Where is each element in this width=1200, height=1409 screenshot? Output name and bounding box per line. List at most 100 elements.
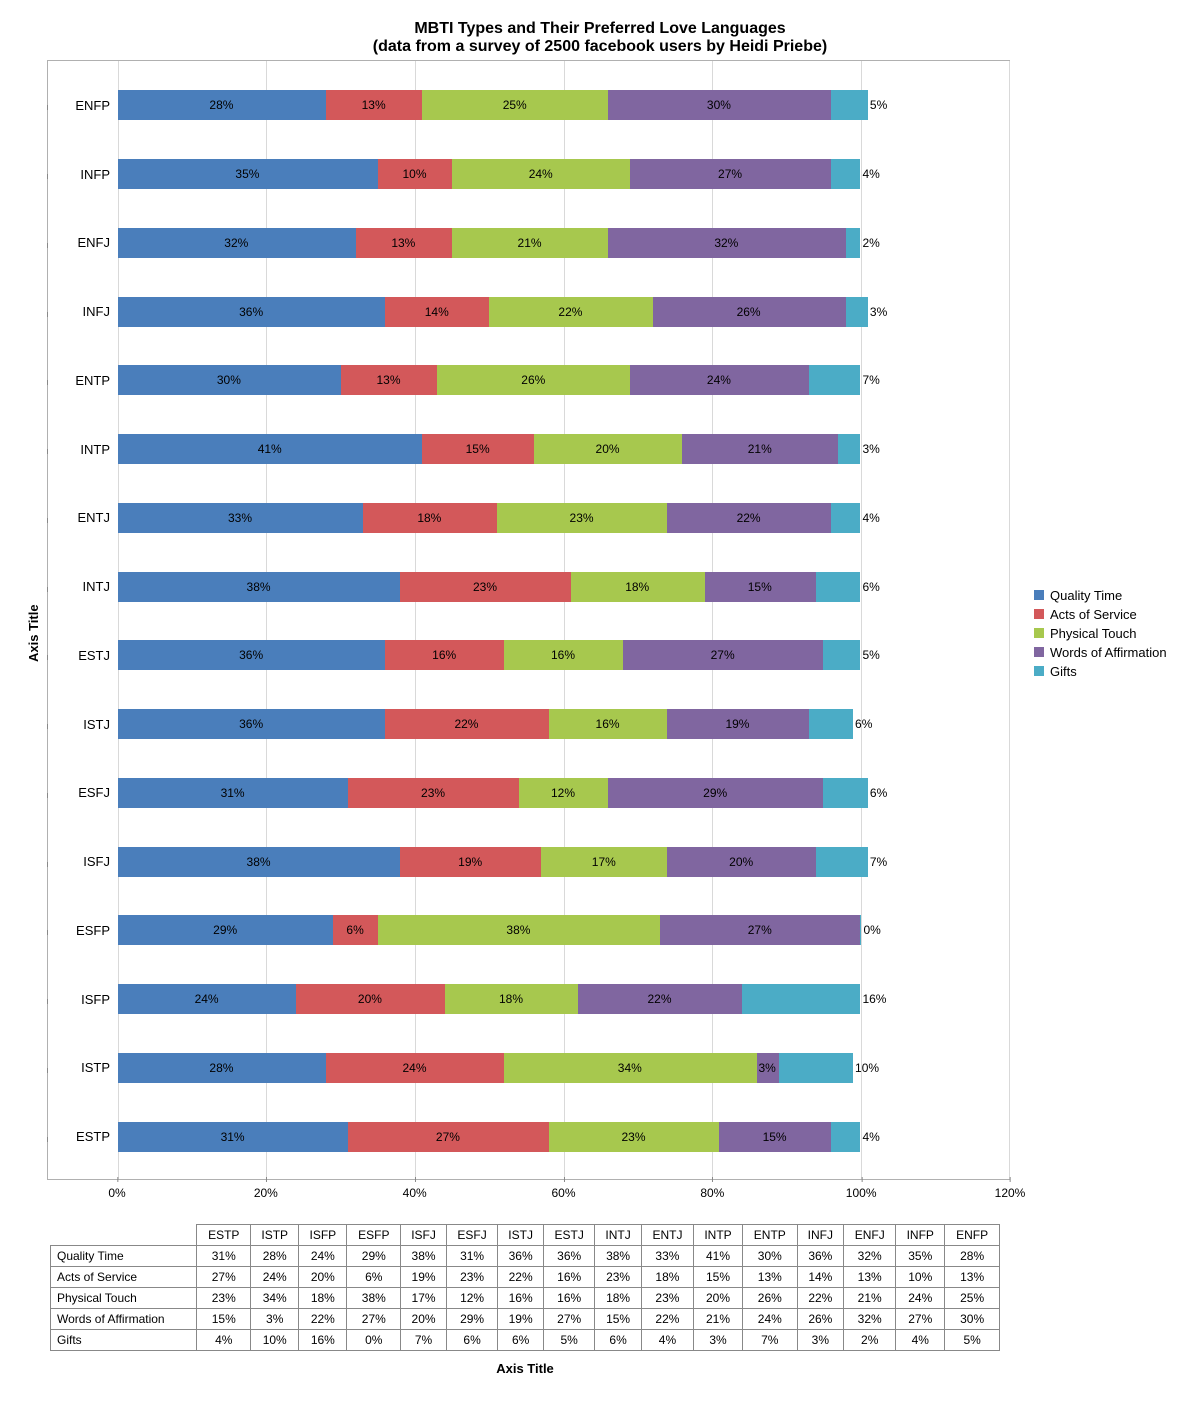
table-cell: 14% (797, 1267, 844, 1288)
table-cell: 22% (498, 1267, 544, 1288)
table-cell: 6% (446, 1330, 497, 1351)
table-cell: 10% (896, 1267, 945, 1288)
bar-segment-value: 4% (859, 511, 879, 525)
bar-segment: 13% (326, 90, 423, 120)
bar-segment-value: 36% (239, 305, 263, 319)
bar-track: 35%10%24%27%4% (118, 159, 1009, 189)
bar-segment: 15% (422, 434, 533, 464)
bar-track: 30%13%26%24%7% (118, 365, 1009, 395)
table-cell: 23% (446, 1267, 497, 1288)
bar-segment-value: 36% (239, 648, 263, 662)
bar-segment-value: 16% (596, 717, 620, 731)
bar-segment: 4% (831, 159, 861, 189)
bar-row: ESFJ31%23%12%29%6% (48, 759, 1009, 828)
bar-segment: 14% (385, 297, 489, 327)
bar-segment: 27% (630, 159, 830, 189)
bar-segment-value: 18% (417, 511, 441, 525)
table-cell: 3% (797, 1330, 844, 1351)
table-row: Quality Time31%28%24%29%38%31%36%36%38%3… (51, 1246, 1000, 1267)
table-row: Acts of Service27%24%20%6%19%23%22%16%23… (51, 1267, 1000, 1288)
bar-segment: 22% (489, 297, 652, 327)
bar-row: ISFP24%20%18%22%16% (48, 965, 1009, 1034)
table-row-header: Gifts (51, 1330, 197, 1351)
bar-row: INFJ36%14%22%26%3% (48, 277, 1009, 346)
bar-segment-value: 26% (521, 373, 545, 387)
x-tick: 80% (700, 1186, 724, 1200)
table-cell: 32% (844, 1246, 896, 1267)
bar-segment-value: 20% (596, 442, 620, 456)
table-cell: 5% (945, 1330, 1000, 1351)
bar-segment: 28% (118, 90, 326, 120)
title-line-2: (data from a survey of 2500 facebook use… (20, 38, 1180, 56)
x-tick: 20% (254, 1186, 278, 1200)
table-col-header: ESTJ (543, 1225, 594, 1246)
bar-row: ISFJ38%19%17%20%7% (48, 827, 1009, 896)
plot-area: ENFP28%13%25%30%5%INFP35%10%24%27%4%ENFJ… (47, 60, 1010, 1206)
bar-segment-value: 21% (748, 442, 772, 456)
x-tick: 0% (108, 1186, 125, 1200)
table-cell: 23% (197, 1288, 251, 1309)
bar-segment: 20% (667, 847, 815, 877)
table-cell: 7% (401, 1330, 447, 1351)
table-cell: 24% (299, 1246, 347, 1267)
table-cell: 13% (742, 1267, 797, 1288)
table-row-header: Words of Affirmation (51, 1309, 197, 1330)
bar-segment-value: 30% (217, 373, 241, 387)
bar-segment: 22% (667, 503, 830, 533)
bar-segment-value: 19% (458, 855, 482, 869)
bar-segment: 23% (348, 778, 519, 808)
bar-row: INTJ38%23%18%15%6% (48, 552, 1009, 621)
bar-category-label: ISTJ (48, 717, 118, 732)
bar-segment: 0% (860, 915, 861, 945)
bar-track: 31%23%12%29%6% (118, 778, 1009, 808)
table-cell: 4% (197, 1330, 251, 1351)
legend-swatch (1034, 666, 1044, 676)
bar-segment-value: 38% (506, 923, 530, 937)
bar-segment: 23% (549, 1122, 720, 1152)
bar-segment-value: 23% (622, 1130, 646, 1144)
table-col-header: ISTP (251, 1225, 299, 1246)
bar-segment-value: 7% (867, 855, 887, 869)
table-cell: 18% (299, 1288, 347, 1309)
bar-segment: 19% (400, 847, 541, 877)
table-cell: 22% (797, 1288, 844, 1309)
table-cell: 24% (742, 1309, 797, 1330)
table-col-header: ENTJ (641, 1225, 693, 1246)
table-cell: 0% (347, 1330, 401, 1351)
bar-segment-value: 32% (714, 236, 738, 250)
bar-segment-value: 22% (737, 511, 761, 525)
bar-segment: 22% (578, 984, 741, 1014)
chart-container: MBTI Types and Their Preferred Love Lang… (20, 20, 1180, 1376)
table-col-header: INTP (694, 1225, 743, 1246)
table-col-header: ENTP (742, 1225, 797, 1246)
legend-label: Acts of Service (1050, 607, 1137, 622)
x-tick: 100% (846, 1186, 877, 1200)
bar-segment: 36% (118, 709, 385, 739)
bar-segment: 21% (452, 228, 608, 258)
table-cell: 19% (498, 1309, 544, 1330)
bar-segment-value: 27% (711, 648, 735, 662)
table-row: Physical Touch23%34%18%38%17%12%16%16%18… (51, 1288, 1000, 1309)
legend-item: Words of Affirmation (1034, 645, 1180, 660)
bar-segment: 4% (831, 1122, 861, 1152)
bar-segment-value: 5% (867, 98, 887, 112)
table-cell: 29% (347, 1246, 401, 1267)
table-cell: 36% (797, 1246, 844, 1267)
bar-track: 33%18%23%22%4% (118, 503, 1009, 533)
bar-segment-value: 26% (737, 305, 761, 319)
bar-segment-value: 20% (358, 992, 382, 1006)
table-col-header: ESTP (197, 1225, 251, 1246)
bar-segment-value: 29% (703, 786, 727, 800)
bar-segment: 32% (608, 228, 846, 258)
table-cell: 13% (844, 1267, 896, 1288)
bar-segment: 34% (504, 1053, 756, 1083)
table-col-header: ESFJ (446, 1225, 497, 1246)
table-row-header: Quality Time (51, 1246, 197, 1267)
table-cell: 29% (446, 1309, 497, 1330)
bar-segment-value: 7% (859, 373, 879, 387)
bar-segment: 3% (846, 297, 868, 327)
bar-segment: 6% (809, 709, 854, 739)
bar-category-label: ENTJ (48, 510, 118, 525)
x-axis-title: Axis Title (50, 1361, 1000, 1376)
legend-label: Words of Affirmation (1050, 645, 1167, 660)
